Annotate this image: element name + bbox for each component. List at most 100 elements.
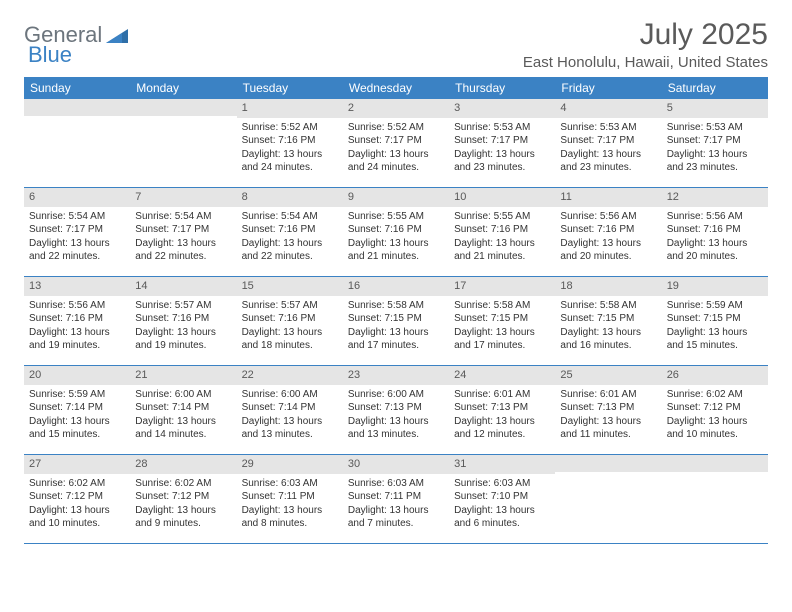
day-number: 7 — [130, 188, 236, 207]
day-number: 1 — [237, 99, 343, 118]
day-cell: 13Sunrise: 5:56 AMSunset: 7:16 PMDayligh… — [24, 277, 130, 365]
day-content: Sunrise: 5:54 AMSunset: 7:16 PMDaylight:… — [237, 207, 343, 268]
sunset-line: Sunset: 7:14 PM — [29, 401, 125, 415]
day-number: 29 — [237, 455, 343, 474]
sunset-line: Sunset: 7:12 PM — [667, 401, 763, 415]
day-number: 16 — [343, 277, 449, 296]
day-content: Sunrise: 5:57 AMSunset: 7:16 PMDaylight:… — [237, 296, 343, 357]
sunrise-line: Sunrise: 5:59 AM — [667, 299, 763, 313]
day-content: Sunrise: 6:00 AMSunset: 7:14 PMDaylight:… — [130, 385, 236, 446]
calendar-row: 6Sunrise: 5:54 AMSunset: 7:17 PMDaylight… — [24, 188, 768, 277]
daylight-line: Daylight: 13 hours and 10 minutes. — [29, 504, 125, 531]
day-content: Sunrise: 5:58 AMSunset: 7:15 PMDaylight:… — [449, 296, 555, 357]
weekday-header: Friday — [555, 77, 661, 99]
empty-cell — [662, 455, 768, 543]
header: General July 2025 East Honolulu, Hawaii,… — [24, 18, 768, 71]
sunrise-line: Sunrise: 6:02 AM — [135, 477, 231, 491]
day-content: Sunrise: 5:56 AMSunset: 7:16 PMDaylight:… — [555, 207, 661, 268]
title-block: July 2025 East Honolulu, Hawaii, United … — [523, 18, 768, 71]
weekday-header: Wednesday — [343, 77, 449, 99]
day-number: 22 — [237, 366, 343, 385]
daylight-line: Daylight: 13 hours and 18 minutes. — [242, 326, 338, 353]
day-number: 26 — [662, 366, 768, 385]
sunrise-line: Sunrise: 6:01 AM — [454, 388, 550, 402]
daylight-line: Daylight: 13 hours and 23 minutes. — [560, 148, 656, 175]
day-number: 31 — [449, 455, 555, 474]
day-number — [555, 455, 661, 472]
day-content: Sunrise: 5:58 AMSunset: 7:15 PMDaylight:… — [555, 296, 661, 357]
sunrise-line: Sunrise: 5:52 AM — [348, 121, 444, 135]
sunset-line: Sunset: 7:10 PM — [454, 490, 550, 504]
sunset-line: Sunset: 7:17 PM — [667, 134, 763, 148]
daylight-line: Daylight: 13 hours and 13 minutes. — [348, 415, 444, 442]
day-number: 4 — [555, 99, 661, 118]
day-cell: 9Sunrise: 5:55 AMSunset: 7:16 PMDaylight… — [343, 188, 449, 276]
sunset-line: Sunset: 7:14 PM — [135, 401, 231, 415]
empty-cell — [130, 99, 236, 187]
sunrise-line: Sunrise: 6:00 AM — [135, 388, 231, 402]
daylight-line: Daylight: 13 hours and 23 minutes. — [667, 148, 763, 175]
weekday-header: Saturday — [662, 77, 768, 99]
day-number: 15 — [237, 277, 343, 296]
day-cell: 25Sunrise: 6:01 AMSunset: 7:13 PMDayligh… — [555, 366, 661, 454]
daylight-line: Daylight: 13 hours and 13 minutes. — [242, 415, 338, 442]
day-content: Sunrise: 5:54 AMSunset: 7:17 PMDaylight:… — [24, 207, 130, 268]
day-number: 3 — [449, 99, 555, 118]
day-content: Sunrise: 5:53 AMSunset: 7:17 PMDaylight:… — [662, 118, 768, 179]
day-content: Sunrise: 5:59 AMSunset: 7:14 PMDaylight:… — [24, 385, 130, 446]
day-cell: 24Sunrise: 6:01 AMSunset: 7:13 PMDayligh… — [449, 366, 555, 454]
sunset-line: Sunset: 7:17 PM — [29, 223, 125, 237]
sunset-line: Sunset: 7:16 PM — [348, 223, 444, 237]
sunrise-line: Sunrise: 5:55 AM — [348, 210, 444, 224]
sunrise-line: Sunrise: 5:57 AM — [135, 299, 231, 313]
sunset-line: Sunset: 7:13 PM — [560, 401, 656, 415]
day-cell: 4 Sunrise: 5:53 AMSunset: 7:17 PMDaylight… — [555, 99, 661, 187]
calendar-row: 13Sunrise: 5:56 AMSunset: 7:16 PMDayligh… — [24, 277, 768, 366]
sunrise-line: Sunrise: 5:56 AM — [560, 210, 656, 224]
sunset-line: Sunset: 7:16 PM — [29, 312, 125, 326]
sunrise-line: Sunrise: 6:02 AM — [29, 477, 125, 491]
empty-cell — [24, 99, 130, 187]
sunset-line: Sunset: 7:13 PM — [454, 401, 550, 415]
daylight-line: Daylight: 13 hours and 10 minutes. — [667, 415, 763, 442]
sunset-line: Sunset: 7:17 PM — [135, 223, 231, 237]
day-content: Sunrise: 5:56 AMSunset: 7:16 PMDaylight:… — [662, 207, 768, 268]
sunset-line: Sunset: 7:11 PM — [242, 490, 338, 504]
day-content: Sunrise: 5:52 AMSunset: 7:17 PMDaylight:… — [343, 118, 449, 179]
sunset-line: Sunset: 7:16 PM — [454, 223, 550, 237]
calendar-page: General July 2025 East Honolulu, Hawaii,… — [0, 0, 792, 554]
day-number: 14 — [130, 277, 236, 296]
day-cell: 7Sunrise: 5:54 AMSunset: 7:17 PMDaylight… — [130, 188, 236, 276]
day-number: 21 — [130, 366, 236, 385]
brand-part2: Blue — [28, 42, 72, 68]
day-number: 10 — [449, 188, 555, 207]
day-number: 23 — [343, 366, 449, 385]
day-cell: 8Sunrise: 5:54 AMSunset: 7:16 PMDaylight… — [237, 188, 343, 276]
calendar-row: 20Sunrise: 5:59 AMSunset: 7:14 PMDayligh… — [24, 366, 768, 455]
weekday-header: Sunday — [24, 77, 130, 99]
day-cell: 22Sunrise: 6:00 AMSunset: 7:14 PMDayligh… — [237, 366, 343, 454]
calendar: SundayMondayTuesdayWednesdayThursdayFrid… — [24, 77, 768, 544]
sunrise-line: Sunrise: 6:00 AM — [348, 388, 444, 402]
sunset-line: Sunset: 7:17 PM — [560, 134, 656, 148]
day-cell: 17Sunrise: 5:58 AMSunset: 7:15 PMDayligh… — [449, 277, 555, 365]
daylight-line: Daylight: 13 hours and 15 minutes. — [667, 326, 763, 353]
day-content: Sunrise: 6:02 AMSunset: 7:12 PMDaylight:… — [662, 385, 768, 446]
daylight-line: Daylight: 13 hours and 20 minutes. — [667, 237, 763, 264]
day-number — [24, 99, 130, 116]
day-number: 28 — [130, 455, 236, 474]
sunset-line: Sunset: 7:16 PM — [242, 312, 338, 326]
day-cell: 29Sunrise: 6:03 AMSunset: 7:11 PMDayligh… — [237, 455, 343, 543]
daylight-line: Daylight: 13 hours and 21 minutes. — [454, 237, 550, 264]
day-cell: 30Sunrise: 6:03 AMSunset: 7:11 PMDayligh… — [343, 455, 449, 543]
day-number: 5 — [662, 99, 768, 118]
sunset-line: Sunset: 7:17 PM — [348, 134, 444, 148]
sunset-line: Sunset: 7:16 PM — [667, 223, 763, 237]
daylight-line: Daylight: 13 hours and 9 minutes. — [135, 504, 231, 531]
sunrise-line: Sunrise: 5:53 AM — [560, 121, 656, 135]
sunset-line: Sunset: 7:12 PM — [135, 490, 231, 504]
day-cell: 5Sunrise: 5:53 AMSunset: 7:17 PMDaylight… — [662, 99, 768, 187]
day-number: 9 — [343, 188, 449, 207]
day-cell: 10Sunrise: 5:55 AMSunset: 7:16 PMDayligh… — [449, 188, 555, 276]
day-number: 12 — [662, 188, 768, 207]
